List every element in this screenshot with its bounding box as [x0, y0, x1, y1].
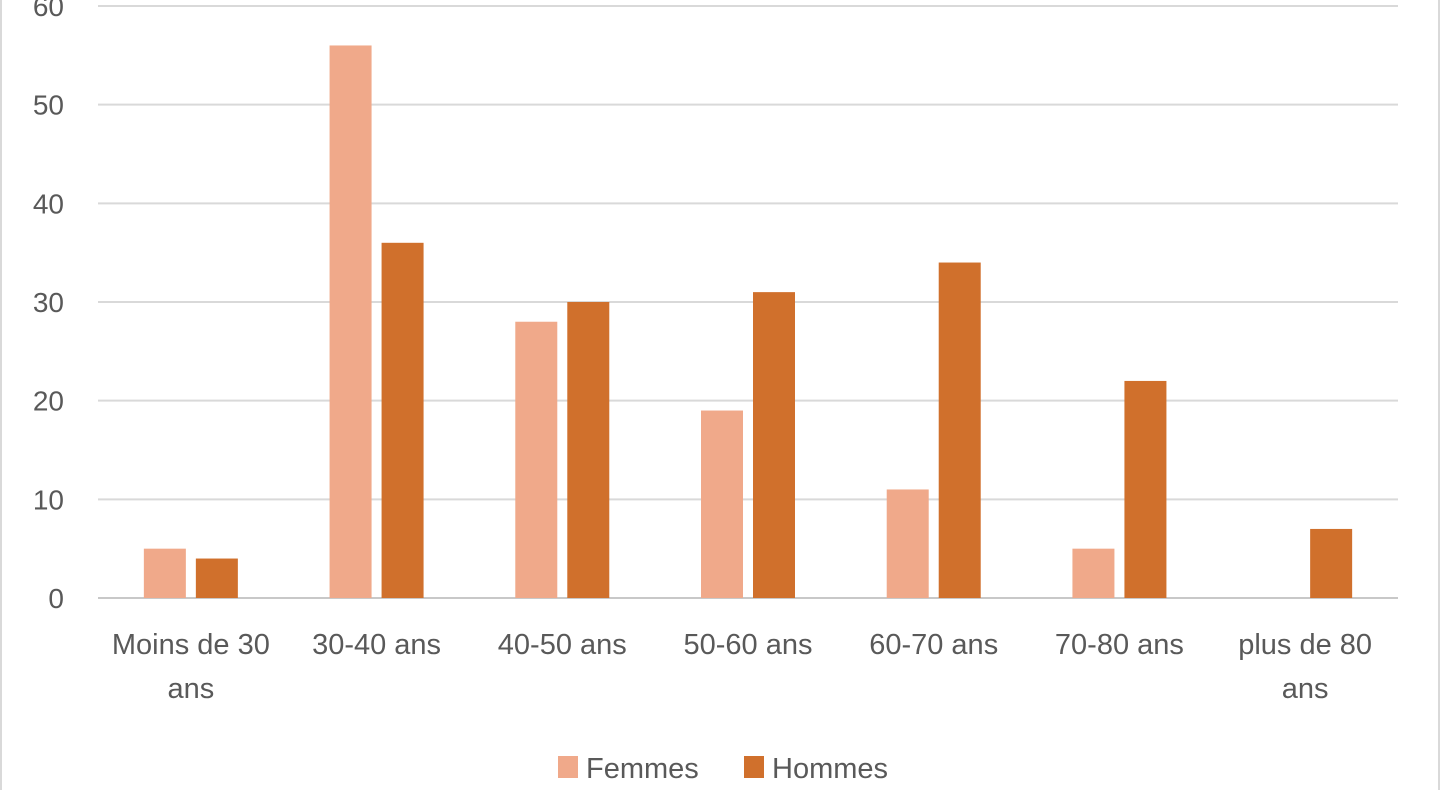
legend-label-femmes: Femmes [586, 753, 699, 785]
bar-hommes-6 [1310, 528, 1353, 598]
bar-femmes-0 [143, 548, 186, 598]
y-tick-label: 50 [33, 90, 64, 121]
legend-swatch-femmes [558, 756, 578, 778]
bar-hommes-2 [567, 302, 610, 598]
y-axis-ticks: 0 10 20 30 40 50 60 [33, 0, 64, 614]
y-tick-label: 60 [33, 0, 64, 22]
legend: Femmes Hommes [558, 753, 888, 785]
x-category-label: 50-60 ans [684, 629, 813, 661]
bar-hommes-4 [938, 262, 981, 598]
y-tick-label: 20 [33, 386, 64, 417]
y-tick-label: 40 [33, 188, 64, 219]
bar-femmes-2 [515, 321, 558, 598]
bar-hommes-1 [381, 242, 424, 599]
bar-hommes-5 [1124, 380, 1167, 598]
y-tick-label: 0 [48, 583, 64, 614]
bar-femmes-4 [886, 489, 929, 598]
bar-hommes-3 [753, 292, 795, 598]
y-tick-label: 10 [33, 484, 64, 515]
y-tick-label: 30 [33, 287, 64, 318]
legend-swatch-hommes [744, 756, 764, 778]
legend-label-hommes: Hommes [772, 753, 888, 785]
bar-hommes-0 [195, 558, 238, 598]
x-category-label: 70-80 ans [1055, 629, 1184, 661]
bar-femmes-1 [329, 45, 372, 598]
x-category-label: 40-50 ans [498, 629, 627, 661]
bar-femmes-5 [1072, 548, 1115, 598]
x-axis-labels: Moins de 30 ans 30-40 ans 40-50 ans 50-60 an… [112, 629, 1372, 705]
bars [143, 45, 1353, 599]
gridlines [98, 5, 1398, 599]
x-category-label: plus de 80 ans [1238, 629, 1372, 705]
x-category-label: 60-70 ans [869, 629, 998, 661]
x-category-label: Moins de 30 ans [112, 629, 270, 705]
bar-femmes-3 [701, 410, 743, 598]
x-category-label: 30-40 ans [312, 629, 441, 661]
